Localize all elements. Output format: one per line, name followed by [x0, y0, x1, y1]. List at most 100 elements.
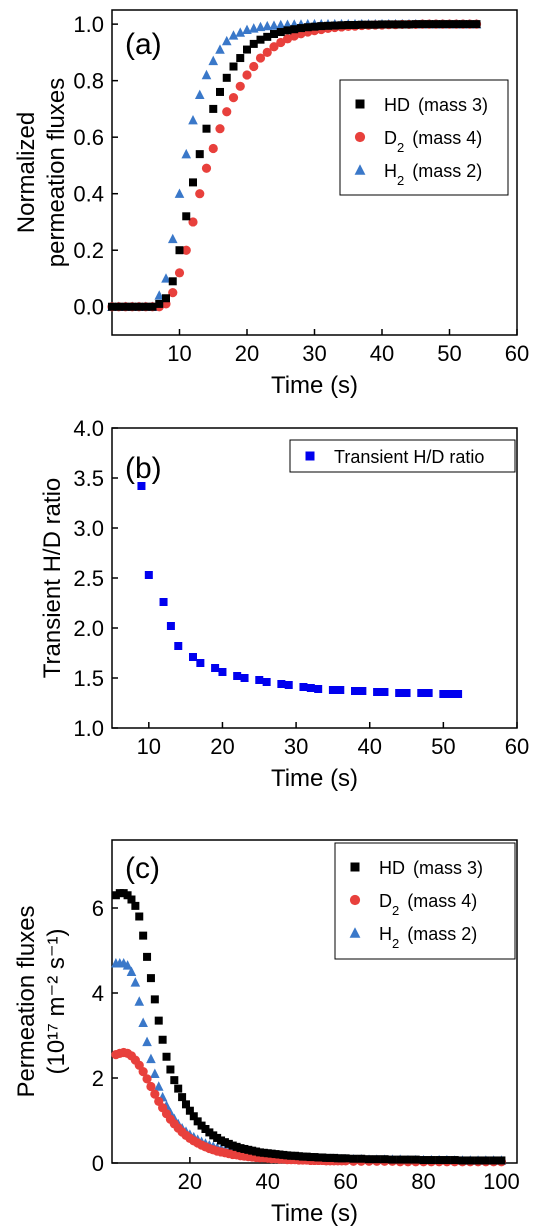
legend-label: H2 (mass 2)	[379, 924, 477, 951]
data-point	[189, 178, 197, 187]
y-tick-label: 0.0	[73, 295, 104, 320]
legend-label: D2 (mass 4)	[379, 891, 477, 918]
legend-series-subscript: 2	[397, 173, 404, 188]
data-point	[167, 233, 178, 244]
data-point	[142, 1036, 152, 1047]
data-point	[317, 22, 326, 31]
data-point	[150, 1089, 160, 1099]
series-1-points	[137, 482, 463, 698]
data-point	[395, 689, 404, 697]
data-point	[108, 302, 116, 311]
data-point	[137, 482, 146, 490]
legend-series-name: Transient H/D ratio	[334, 447, 484, 467]
data-point	[435, 1156, 444, 1165]
data-point	[297, 24, 305, 33]
data-point	[166, 622, 175, 630]
legend-box	[289, 439, 516, 473]
data-point	[209, 104, 218, 113]
data-point	[243, 45, 251, 54]
y-axis-title: Permeation fluxes	[13, 905, 40, 1097]
data-point	[372, 1155, 381, 1164]
data-point	[162, 294, 170, 303]
y-tick-label: 0.2	[73, 238, 104, 263]
data-point	[398, 20, 407, 29]
data-point	[439, 690, 448, 698]
data-point	[144, 571, 153, 579]
data-point	[466, 1156, 475, 1165]
y-tick-label: 2.0	[73, 616, 104, 641]
legend-label: Transient H/D ratio	[334, 447, 484, 467]
legend: HD (mass 3)D2 (mass 4)H2 (mass 2)	[339, 79, 509, 196]
y-tick-label: 1.0	[73, 716, 104, 741]
data-point	[196, 659, 205, 667]
legend-marker	[349, 927, 361, 938]
x-tick-label: 100	[483, 1169, 520, 1194]
data-point	[314, 685, 323, 693]
plot-frame	[111, 427, 518, 729]
data-point	[215, 44, 225, 54]
data-point	[262, 678, 271, 686]
data-point	[131, 901, 140, 910]
data-point	[181, 245, 191, 255]
data-point	[269, 20, 279, 30]
y-axis-title: (10¹⁷ m⁻² s⁻¹)	[43, 928, 70, 1074]
data-point	[138, 1067, 148, 1077]
data-point	[150, 1068, 160, 1078]
data-point	[194, 89, 205, 99]
y-tick-label: 2.5	[73, 566, 104, 591]
data-point	[427, 1156, 436, 1165]
data-point	[380, 1155, 389, 1164]
data-point	[365, 1155, 374, 1164]
x-tick-label: 20	[235, 341, 259, 366]
x-tick-label: 30	[284, 734, 308, 759]
data-point	[233, 672, 242, 680]
data-point	[417, 689, 426, 697]
x-tick-label: 50	[431, 734, 455, 759]
y-tick-label: 2	[92, 1066, 104, 1091]
legend-series-name: HD	[384, 95, 410, 115]
legend-series-suffix: (mass 3)	[418, 95, 488, 115]
data-point	[135, 912, 144, 921]
x-tick-label: 10	[137, 734, 161, 759]
data-point	[351, 20, 359, 29]
legend-label: HD (mass 3)	[379, 858, 483, 878]
panel-label: (a)	[125, 28, 162, 61]
legend-series-name: H	[384, 161, 397, 181]
legend-series-subscript: 2	[397, 140, 404, 155]
data-point	[168, 288, 178, 298]
x-tick-label: 30	[302, 341, 326, 366]
data-point	[425, 20, 434, 29]
data-point	[188, 115, 198, 125]
data-point	[174, 188, 185, 198]
data-point	[189, 1112, 198, 1121]
data-point	[432, 20, 440, 29]
data-point	[236, 54, 245, 63]
data-point	[195, 150, 204, 159]
data-point	[403, 1155, 412, 1164]
data-point	[195, 189, 205, 199]
data-point	[143, 952, 152, 961]
data-point	[201, 69, 212, 80]
data-point	[458, 1156, 467, 1165]
legend-series-name: H	[379, 924, 392, 944]
data-point	[159, 598, 168, 606]
data-point	[388, 1155, 397, 1164]
data-point	[249, 61, 259, 72]
x-tick-label: 60	[505, 341, 529, 366]
data-point	[248, 23, 259, 33]
series-1-points	[108, 20, 481, 311]
data-point	[299, 683, 308, 691]
x-axis-title: Time (s)	[271, 1200, 358, 1227]
data-point	[349, 1154, 358, 1163]
data-point	[306, 684, 315, 692]
legend-marker	[349, 894, 361, 906]
y-tick-label: 4	[92, 981, 104, 1006]
data-point	[211, 664, 220, 672]
legend-series-subscript: 2	[392, 903, 399, 918]
data-point	[442, 1156, 451, 1165]
data-point	[146, 1053, 156, 1064]
data-point	[154, 290, 165, 300]
data-point	[222, 73, 231, 82]
legend-marker	[350, 862, 360, 872]
data-point	[418, 20, 427, 29]
